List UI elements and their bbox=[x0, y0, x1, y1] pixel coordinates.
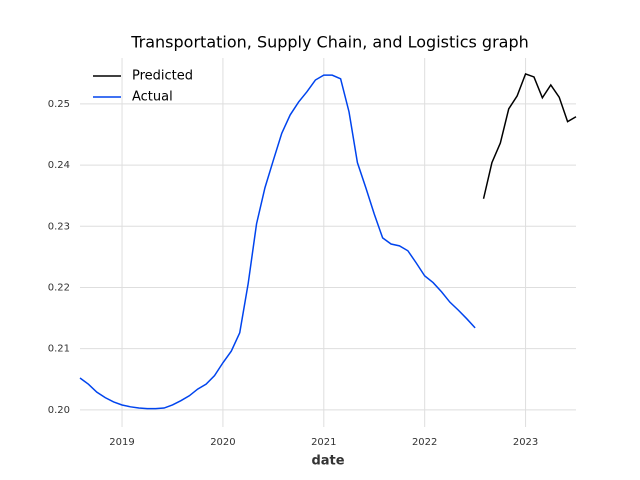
line-series bbox=[79, 74, 476, 410]
y-tick-label: 0.23 bbox=[48, 221, 70, 232]
y-tick-label: 0.22 bbox=[48, 282, 70, 293]
chart-title: Transportation, Supply Chain, and Logist… bbox=[130, 33, 529, 52]
x-tick-label: 2021 bbox=[311, 437, 336, 448]
x-tick-label: 2023 bbox=[513, 437, 538, 448]
y-tick-label: 0.21 bbox=[48, 344, 70, 355]
line-series bbox=[482, 72, 577, 199]
legend-label: Actual bbox=[132, 90, 173, 105]
x-tick-label: 2020 bbox=[210, 437, 235, 448]
x-tick-label: 2022 bbox=[412, 437, 437, 448]
y-tick-label: 0.20 bbox=[48, 405, 70, 416]
y-tick-label: 0.25 bbox=[48, 99, 70, 110]
x-axis-label: date bbox=[311, 454, 344, 469]
y-tick-label: 0.24 bbox=[48, 160, 70, 171]
legend-label: Predicted bbox=[132, 69, 193, 84]
x-tick-label: 2019 bbox=[109, 437, 134, 448]
